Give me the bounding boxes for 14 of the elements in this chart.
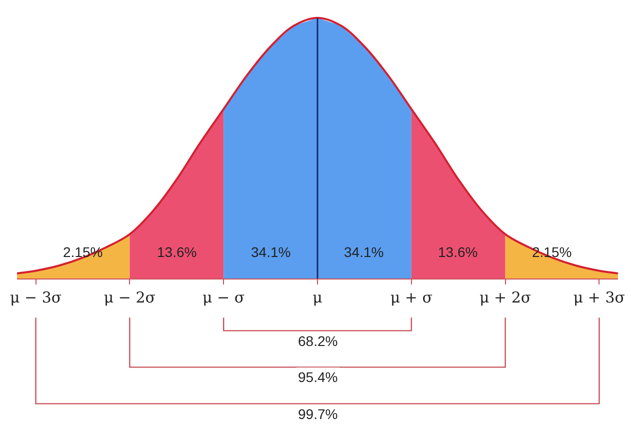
text: 68.2% bbox=[298, 333, 338, 349]
annotation: 13.6% bbox=[438, 244, 478, 260]
annotation: 34.1% bbox=[251, 244, 291, 260]
x-tick-label: μ − 3σ bbox=[10, 288, 62, 307]
x-tick-label: μ − 2σ bbox=[104, 288, 156, 307]
text: 95.4% bbox=[298, 369, 338, 385]
annotation: 34.1% bbox=[344, 244, 384, 260]
text: 99.7% bbox=[298, 406, 338, 422]
x-tick-label: μ + σ bbox=[390, 288, 432, 307]
x-tick-label: μ − σ bbox=[202, 288, 245, 307]
x-tick-label: μ + 2σ bbox=[479, 288, 532, 307]
x-tick-label: μ bbox=[312, 288, 323, 307]
annotation: 13.6% bbox=[157, 244, 197, 260]
x-tick-label: μ + 3σ bbox=[573, 288, 626, 307]
